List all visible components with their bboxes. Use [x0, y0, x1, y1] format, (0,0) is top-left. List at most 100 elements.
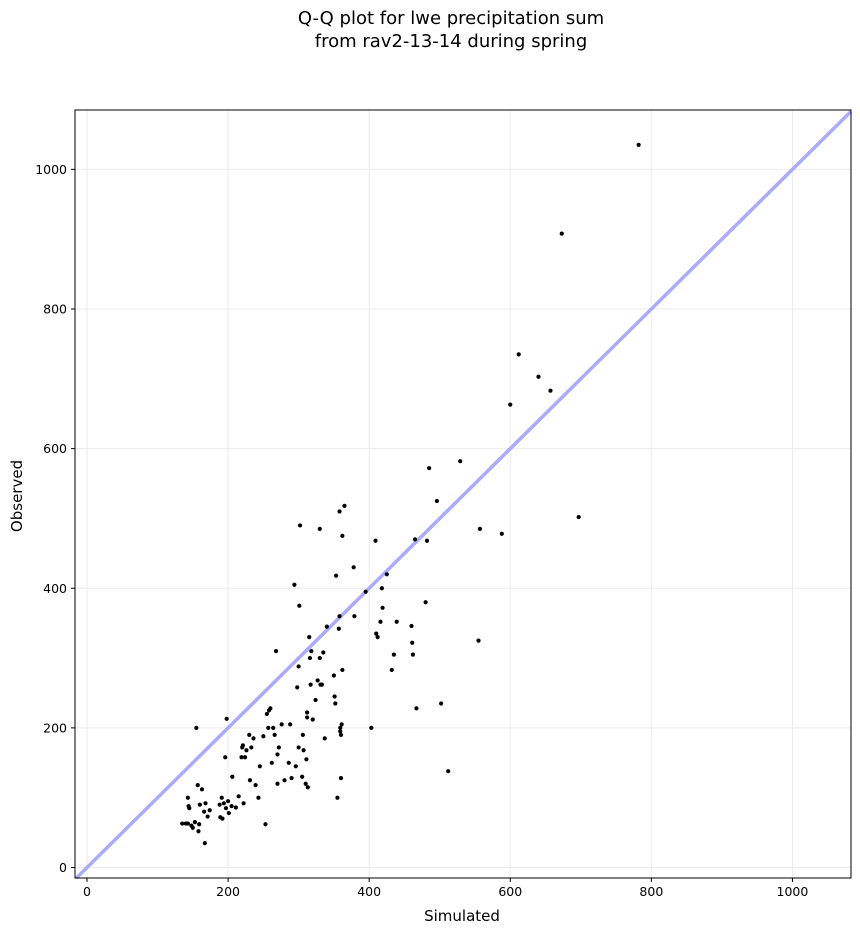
data-point	[190, 825, 195, 830]
data-point	[300, 774, 305, 779]
data-point	[194, 725, 199, 730]
data-point	[205, 814, 210, 819]
data-point	[304, 710, 310, 715]
data-point	[230, 774, 235, 779]
data-point	[304, 715, 310, 720]
data-point	[559, 231, 564, 236]
data-point	[351, 565, 356, 570]
data-point	[275, 781, 280, 786]
data-point	[322, 736, 327, 741]
data-point	[220, 816, 225, 821]
x-tick-label: 400	[357, 884, 381, 899]
data-point	[296, 664, 301, 669]
data-point	[576, 514, 581, 520]
data-point	[536, 374, 541, 379]
identity-reference-line	[75, 110, 853, 880]
x-tick-label: 800	[639, 884, 663, 899]
x-tick-label: 600	[498, 884, 522, 899]
data-point	[276, 745, 281, 750]
data-point	[434, 498, 439, 504]
data-point	[229, 803, 234, 809]
data-point	[180, 821, 185, 826]
data-point	[223, 806, 229, 811]
data-point	[247, 732, 252, 737]
data-point	[296, 745, 301, 750]
data-point	[317, 655, 322, 661]
data-point	[352, 614, 357, 619]
y-tick-label: 600	[43, 441, 67, 456]
data-points	[180, 142, 641, 846]
data-point	[410, 640, 415, 645]
data-point	[226, 810, 231, 816]
chart-title-line-2: from rav2-13-14 during spring	[315, 31, 588, 52]
data-point	[272, 732, 277, 737]
data-point	[317, 526, 322, 532]
data-point	[363, 589, 368, 594]
data-point	[337, 509, 342, 514]
data-point	[217, 802, 222, 807]
data-point	[508, 402, 513, 407]
data-point	[289, 776, 294, 781]
data-point	[394, 619, 399, 624]
data-point	[338, 732, 344, 737]
data-point	[261, 734, 266, 739]
data-point	[423, 600, 428, 605]
data-point	[336, 626, 341, 631]
y-tick-label: 200	[43, 720, 67, 735]
data-point	[384, 572, 389, 577]
data-point	[378, 619, 383, 624]
data-point	[187, 806, 192, 811]
data-point	[257, 764, 262, 769]
data-point	[516, 352, 521, 357]
data-point	[410, 652, 416, 657]
data-point	[192, 820, 198, 825]
x-axis-label: Simulated	[424, 907, 500, 925]
data-point	[342, 503, 347, 508]
data-point	[636, 142, 641, 148]
data-point	[338, 729, 343, 734]
data-point	[303, 781, 308, 786]
data-point	[305, 785, 310, 790]
data-point	[203, 801, 208, 806]
chart-title-line-1: Q-Q plot for lwe precipitation sum	[298, 8, 604, 29]
x-axis-ticks: 0 200 400 600 800 1000	[83, 878, 808, 899]
data-point	[219, 795, 224, 800]
y-tick-label: 800	[43, 301, 67, 316]
y-tick-label: 400	[43, 581, 67, 596]
data-point	[409, 623, 414, 629]
data-point	[236, 794, 241, 799]
data-point	[379, 586, 384, 591]
data-point	[380, 605, 385, 610]
data-point	[375, 635, 380, 640]
data-point	[331, 673, 337, 678]
data-point	[207, 808, 212, 813]
data-point	[313, 697, 318, 703]
data-point	[412, 537, 418, 542]
data-point	[301, 748, 306, 753]
data-point	[309, 648, 314, 654]
data-point	[319, 682, 325, 687]
y-axis-label: Observed	[8, 460, 26, 532]
data-point	[224, 716, 229, 721]
plot-frame	[74, 109, 852, 879]
data-point	[324, 624, 329, 629]
data-point	[335, 795, 340, 800]
data-point	[391, 652, 396, 657]
data-point	[339, 722, 344, 727]
data-point	[300, 732, 305, 737]
data-point	[273, 648, 279, 654]
y-tick-label: 1000	[35, 162, 67, 177]
data-point	[293, 764, 298, 769]
x-tick-label: 1000	[777, 884, 809, 899]
data-point	[256, 795, 261, 800]
data-point	[239, 755, 244, 760]
x-tick-label: 0	[83, 884, 91, 899]
data-point	[333, 701, 338, 706]
data-point	[282, 778, 287, 783]
data-point	[288, 722, 293, 727]
data-point	[439, 701, 444, 706]
data-point	[268, 706, 273, 711]
data-point	[197, 822, 202, 827]
data-point	[223, 755, 228, 760]
